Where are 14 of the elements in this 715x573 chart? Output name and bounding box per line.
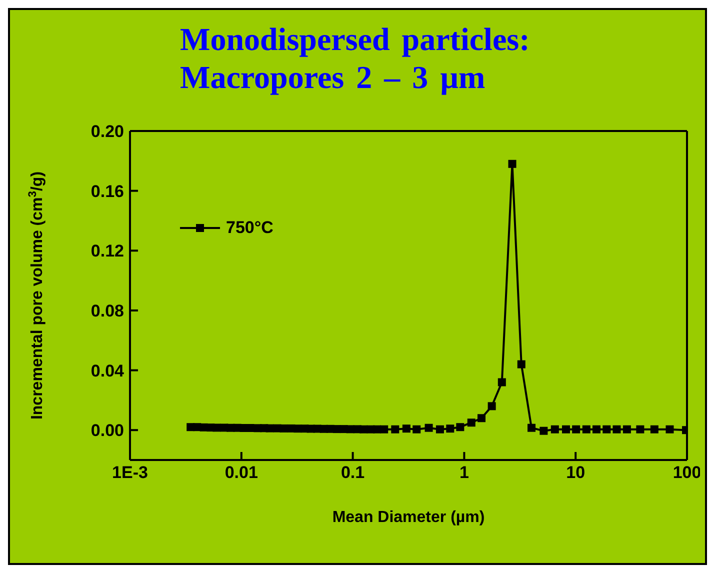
x-tick-label: 10 xyxy=(566,463,586,482)
chart-title: Monodispersed particles: Macropores 2 – 3 µm xyxy=(180,20,531,96)
y-tick-label: 0.08 xyxy=(90,301,124,320)
y-tick-label: 0.20 xyxy=(90,122,124,142)
y-tick-label: 0.00 xyxy=(90,421,124,440)
y-tick-label: 0.16 xyxy=(90,182,124,201)
x-tick-label: 0.01 xyxy=(224,463,258,482)
x-axis-title: Mean Diameter (µm) xyxy=(332,509,485,526)
y-tick-label: 0.12 xyxy=(90,242,124,261)
x-tick-label: 0.1 xyxy=(340,463,365,482)
x-tick-label: 1 xyxy=(459,463,469,482)
legend-label: 750°C xyxy=(226,218,274,238)
x-tick-label: 1E-3 xyxy=(112,463,148,482)
y-tick-label: 0.04 xyxy=(90,361,125,380)
